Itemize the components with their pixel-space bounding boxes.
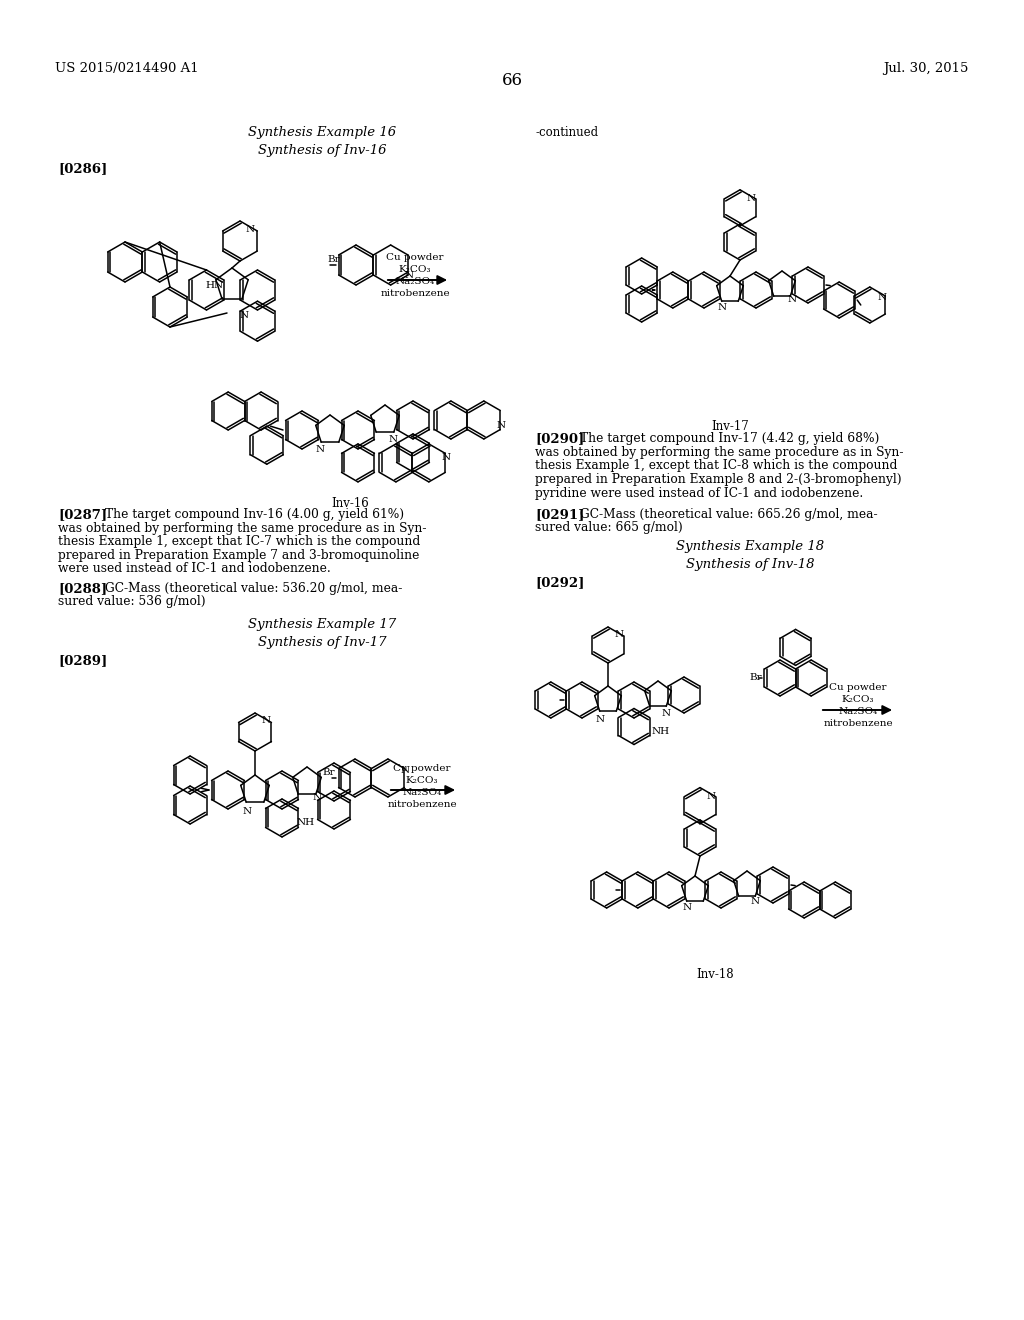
Text: N: N	[404, 271, 414, 280]
Text: N: N	[246, 224, 255, 234]
Text: nitrobenzene: nitrobenzene	[380, 289, 450, 298]
Text: [0292]: [0292]	[535, 576, 585, 589]
Text: nitrobenzene: nitrobenzene	[387, 800, 457, 809]
Text: Synthesis Example 17: Synthesis Example 17	[248, 618, 396, 631]
Text: The target compound Inv-16 (4.00 g, yield 61%): The target compound Inv-16 (4.00 g, yiel…	[105, 508, 404, 521]
Text: N: N	[707, 792, 716, 801]
Text: Synthesis of Inv-16: Synthesis of Inv-16	[258, 144, 386, 157]
Text: K₂CO₃: K₂CO₃	[842, 696, 874, 704]
Text: Na₂SO₄: Na₂SO₄	[839, 708, 878, 715]
Text: [0286]: [0286]	[58, 162, 108, 176]
Text: N: N	[497, 421, 506, 430]
Text: N: N	[878, 293, 887, 302]
Text: Synthesis of Inv-17: Synthesis of Inv-17	[258, 636, 386, 649]
Text: GC-Mass (theoretical value: 665.26 g/mol, mea-: GC-Mass (theoretical value: 665.26 g/mol…	[580, 508, 878, 521]
Text: N: N	[441, 453, 451, 462]
Text: -continued: -continued	[535, 125, 598, 139]
Text: [0288]: [0288]	[58, 582, 108, 595]
Text: sured value: 665 g/mol): sured value: 665 g/mol)	[535, 521, 683, 535]
Text: Jul. 30, 2015: Jul. 30, 2015	[884, 62, 969, 75]
Text: N: N	[400, 766, 410, 775]
Text: [0291]: [0291]	[535, 508, 585, 521]
Text: [0289]: [0289]	[58, 653, 108, 667]
Text: N: N	[682, 903, 691, 912]
Text: Inv-17: Inv-17	[711, 420, 749, 433]
Text: Br: Br	[323, 768, 335, 776]
Text: prepared in Preparation Example 7 and 3-bromoquinoline: prepared in Preparation Example 7 and 3-…	[58, 549, 420, 562]
Text: N: N	[312, 792, 322, 801]
Text: US 2015/0214490 A1: US 2015/0214490 A1	[55, 62, 199, 75]
Text: K₂CO₃: K₂CO₃	[406, 776, 438, 785]
Text: N: N	[718, 304, 727, 313]
Text: N: N	[614, 630, 624, 639]
Text: nitrobenzene: nitrobenzene	[823, 719, 893, 729]
Text: NH: NH	[297, 818, 315, 828]
Text: was obtained by performing the same procedure as in Syn-: was obtained by performing the same proc…	[535, 446, 903, 459]
Text: 66: 66	[502, 73, 522, 88]
Text: N: N	[746, 194, 756, 203]
Text: Br: Br	[750, 673, 762, 682]
Text: GC-Mass (theoretical value: 536.20 g/mol, mea-: GC-Mass (theoretical value: 536.20 g/mol…	[105, 582, 402, 595]
Text: Br: Br	[328, 255, 340, 264]
Text: sured value: 536 g/mol): sured value: 536 g/mol)	[58, 595, 206, 609]
Text: were used instead of IC-1 and iodobenzene.: were used instead of IC-1 and iodobenzen…	[58, 562, 331, 576]
Text: N: N	[388, 436, 397, 445]
Text: was obtained by performing the same procedure as in Syn-: was obtained by performing the same proc…	[58, 521, 427, 535]
Text: Cu powder: Cu powder	[829, 682, 887, 692]
Text: N: N	[240, 310, 249, 319]
Text: prepared in Preparation Example 8 and 2-(3-bromophenyl): prepared in Preparation Example 8 and 2-…	[535, 473, 901, 486]
Text: K₂CO₃: K₂CO₃	[398, 265, 431, 275]
Text: The target compound Inv-17 (4.42 g, yield 68%): The target compound Inv-17 (4.42 g, yiel…	[580, 432, 880, 445]
Text: Synthesis of Inv-18: Synthesis of Inv-18	[686, 558, 814, 572]
Text: N: N	[787, 296, 797, 305]
Text: [0290]: [0290]	[535, 432, 585, 445]
Text: pyridine were used instead of IC-1 and iodobenzene.: pyridine were used instead of IC-1 and i…	[535, 487, 863, 499]
Text: N: N	[662, 709, 671, 718]
Text: N: N	[243, 808, 252, 817]
Text: NH: NH	[652, 727, 670, 737]
Text: Cu powder: Cu powder	[393, 764, 451, 774]
Text: N: N	[751, 896, 760, 906]
Text: N: N	[315, 446, 325, 454]
Text: Na₂SO₄: Na₂SO₄	[395, 277, 434, 286]
Text: Na₂SO₄: Na₂SO₄	[402, 788, 441, 797]
Text: Inv-16: Inv-16	[331, 498, 369, 510]
Text: Synthesis Example 16: Synthesis Example 16	[248, 125, 396, 139]
Text: N: N	[262, 715, 271, 725]
Text: thesis Example 1, except that IC-8 which is the compound: thesis Example 1, except that IC-8 which…	[535, 459, 897, 473]
Text: thesis Example 1, except that IC-7 which is the compound: thesis Example 1, except that IC-7 which…	[58, 536, 420, 549]
Text: Synthesis Example 18: Synthesis Example 18	[676, 540, 824, 553]
Text: [0287]: [0287]	[58, 508, 108, 521]
Text: Cu powder: Cu powder	[386, 253, 443, 261]
Text: HN: HN	[206, 281, 224, 289]
Text: N: N	[595, 715, 604, 725]
Text: Inv-18: Inv-18	[696, 968, 734, 981]
